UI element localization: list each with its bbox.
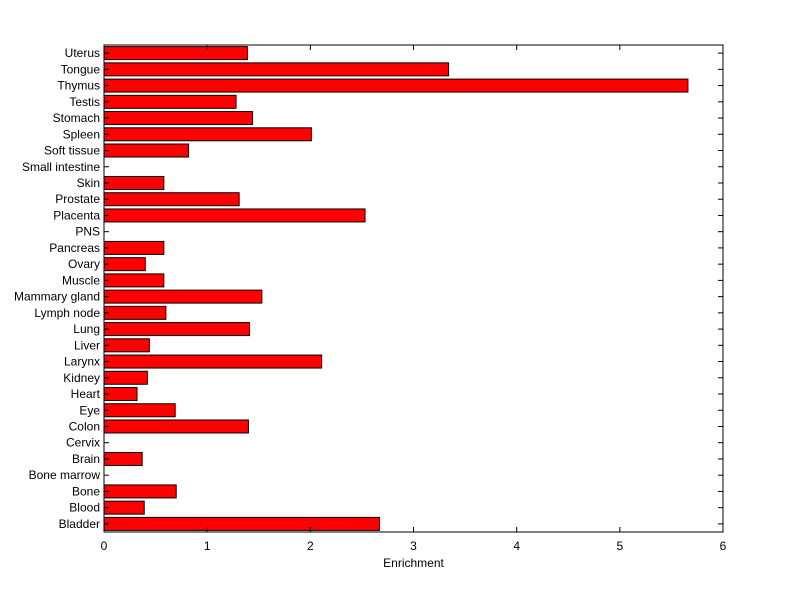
y-tick-label: Heart [71,387,101,401]
x-tick-label: 5 [616,539,623,553]
y-tick-label: Soft tissue [44,144,100,158]
y-tick-label: Liver [74,338,100,352]
bar-lymph-node [103,305,167,320]
bar-muscle [103,273,165,288]
bar-thymus [103,78,689,93]
bar-uterus [103,46,248,61]
x-tick-label: 0 [101,539,108,553]
y-tick-label: Larynx [64,355,100,369]
bar-pancreas [103,240,165,255]
bar-tongue [103,62,450,77]
y-tick-label: Pancreas [49,241,100,255]
y-tick-label: Cervix [66,436,100,450]
y-tick-label: Bone marrow [29,468,101,482]
y-tick-label: Small intestine [22,160,100,174]
y-tick-label: Stomach [53,111,100,125]
y-tick-label: Bladder [59,517,100,531]
x-axis: 0 1 2 3 4 5 6 [101,45,727,553]
y-tick-label: Placenta [53,208,100,222]
y-tick-label: Testis [69,95,100,109]
bar-soft-tissue [103,143,190,158]
y-tick-label: Muscle [62,273,100,287]
y-tick-label: Lung [73,322,100,336]
bar-bladder [103,516,380,531]
y-tick-label: Mammary gland [14,290,100,304]
y-tick-label: Ovary [68,257,100,271]
bar-liver [103,338,150,353]
y-tick-label: Skin [77,176,100,190]
bar-eye [103,403,176,418]
bar-colon [103,419,249,434]
bar-placenta [103,208,366,223]
y-tick-label: Spleen [63,127,100,141]
y-tick-label: Colon [69,419,100,433]
y-tick-label: Tongue [61,62,101,76]
y-tick-label: Blood [69,501,100,515]
bar-mammary-gland [103,289,263,304]
y-axis: Uterus Tongue Thymus Testis Stomach Spleen Sof… [14,46,723,531]
x-tick-label: 2 [307,539,314,553]
y-tick-label: Bone [72,484,100,498]
bar-testis [103,94,237,109]
bar-brain [103,451,143,466]
y-tick-label: PNS [75,225,100,239]
y-tick-label: Uterus [65,46,100,60]
y-tick-label: Prostate [55,192,100,206]
bar-stomach [103,111,254,126]
y-tick-label: Brain [72,452,100,466]
y-tick-label: Kidney [63,371,100,385]
x-axis-label: Enrichment [383,556,444,570]
bar-blood [103,500,145,515]
bar-prostate [103,192,240,207]
bar-skin [103,175,165,190]
bars-group [103,46,689,531]
x-tick-label: 4 [513,539,520,553]
y-tick-label: Lymph node [34,306,100,320]
x-tick-label: 1 [204,539,211,553]
bar-spleen [103,127,312,142]
y-tick-label: Thymus [57,79,100,93]
y-tick-label: Eye [79,403,100,417]
x-tick-label: 6 [720,539,727,553]
x-tick-label: 3 [410,539,417,553]
bar-larynx [103,354,323,369]
bar-lung [103,322,250,337]
bar-bone [103,484,177,499]
bar-ovary [103,257,146,272]
bar-kidney [103,370,148,385]
